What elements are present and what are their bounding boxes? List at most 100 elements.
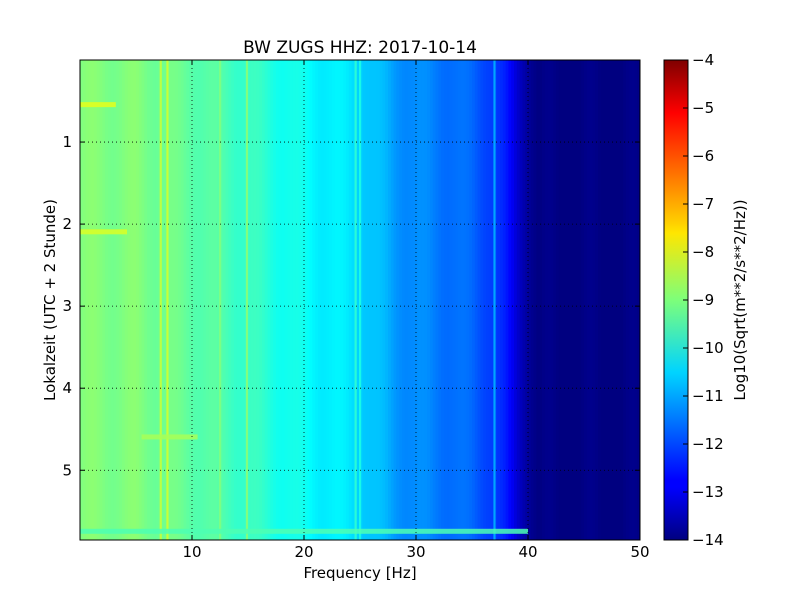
spectrum-band bbox=[217, 60, 221, 540]
spectrum-band bbox=[399, 60, 403, 540]
spectrum-band bbox=[362, 60, 367, 540]
spectrum-band bbox=[371, 60, 375, 540]
spectrum-band bbox=[536, 60, 540, 540]
spectrum-band bbox=[144, 60, 148, 540]
spectrum-band bbox=[626, 60, 630, 540]
spectrum-band bbox=[542, 60, 546, 540]
spectrum-band bbox=[248, 60, 252, 540]
spectrum-band bbox=[175, 60, 179, 540]
spectrum-band bbox=[620, 60, 624, 540]
spectrum-band bbox=[623, 60, 627, 540]
spectrum-band bbox=[486, 60, 490, 540]
spectrum-band bbox=[376, 60, 381, 540]
spectrum-band bbox=[404, 60, 409, 540]
spectrum-band bbox=[598, 60, 602, 540]
spectrum-band bbox=[222, 60, 227, 540]
spectrum-band bbox=[550, 60, 554, 540]
spectrum-band bbox=[463, 60, 467, 540]
spectrum-band bbox=[500, 60, 504, 540]
spectrum-band bbox=[357, 60, 361, 540]
spectrum-band bbox=[360, 60, 364, 540]
spectrum-band bbox=[511, 60, 515, 540]
spectrum-band bbox=[189, 60, 193, 540]
spectrum-band bbox=[441, 60, 445, 540]
spectrum-band bbox=[147, 60, 151, 540]
spectrum-band bbox=[309, 60, 313, 540]
spectrum-band bbox=[276, 60, 280, 540]
spectrum-band bbox=[236, 60, 241, 540]
y-tick-label: 1 bbox=[62, 133, 72, 151]
spectrum-band bbox=[320, 60, 325, 540]
spectrum-band bbox=[528, 60, 532, 540]
spectrum-band bbox=[340, 60, 344, 540]
spectrum-band bbox=[326, 60, 330, 540]
spectrum-band bbox=[634, 60, 638, 540]
spectrum-band bbox=[88, 60, 92, 540]
x-axis-label: Frequency [Hz] bbox=[303, 564, 416, 582]
spectrum-band bbox=[262, 60, 266, 540]
spectrum-band bbox=[164, 60, 168, 540]
spectrum-band bbox=[418, 60, 423, 540]
spectrum-band bbox=[505, 60, 509, 540]
spectral-line bbox=[166, 60, 169, 540]
spectrum-band bbox=[539, 60, 543, 540]
spectrum-band bbox=[449, 60, 453, 540]
spectrum-band bbox=[270, 60, 274, 540]
spectral-line bbox=[159, 60, 162, 540]
spectrum-band bbox=[318, 60, 322, 540]
spectrum-band bbox=[516, 60, 521, 540]
spectrum-band bbox=[292, 60, 297, 540]
spectrum-band bbox=[278, 60, 283, 540]
spectrum-band bbox=[567, 60, 571, 540]
spectrum-band bbox=[374, 60, 378, 540]
spectrum-band bbox=[444, 60, 448, 540]
grid-lines bbox=[80, 60, 640, 540]
spectrum-band bbox=[99, 60, 103, 540]
spectrum-band bbox=[273, 60, 277, 540]
spectrum-band bbox=[544, 60, 549, 540]
spectrum-band bbox=[253, 60, 257, 540]
y-tick-label: 3 bbox=[62, 297, 72, 315]
spectrum-band bbox=[385, 60, 389, 540]
spectrum-band bbox=[169, 60, 173, 540]
x-tick-label: 50 bbox=[630, 543, 649, 561]
spectrum-band bbox=[617, 60, 621, 540]
spectrum-band bbox=[592, 60, 596, 540]
spectrum-band bbox=[368, 60, 372, 540]
spectrum-band bbox=[455, 60, 459, 540]
colorbar-tick-label: −10 bbox=[692, 339, 724, 357]
spectrum-band bbox=[298, 60, 302, 540]
spectrum-band bbox=[332, 60, 336, 540]
spectrum-band bbox=[130, 60, 134, 540]
spectrum-band bbox=[472, 60, 476, 540]
spectrum-band bbox=[519, 60, 523, 540]
spectral-line bbox=[219, 60, 222, 540]
y-tick-label: 5 bbox=[62, 461, 72, 479]
x-axis: 10 20 30 40 50 bbox=[182, 60, 650, 561]
transient-event bbox=[141, 434, 198, 440]
y-axis-label: Lokalzeit (UTC + 2 Stunde) bbox=[41, 199, 59, 401]
spectrum-band bbox=[533, 60, 537, 540]
chart-title: BW ZUGS HHZ: 2017-10-14 bbox=[243, 38, 477, 58]
spectrum-band bbox=[595, 60, 599, 540]
spectrum-band bbox=[430, 60, 434, 540]
spectrum-band bbox=[494, 60, 498, 540]
spectrum-band bbox=[424, 60, 428, 540]
spectrum-band bbox=[402, 60, 406, 540]
spectrum-band bbox=[337, 60, 341, 540]
y-tick-label: 2 bbox=[62, 215, 72, 233]
spectrum-band bbox=[558, 60, 563, 540]
transient-event bbox=[80, 229, 128, 235]
spectrum-band bbox=[396, 60, 400, 540]
spectrum-band bbox=[203, 60, 207, 540]
spectrum-band bbox=[606, 60, 610, 540]
spectrum-band bbox=[553, 60, 557, 540]
spectrum-band bbox=[460, 60, 465, 540]
spectrum-band bbox=[491, 60, 495, 540]
spectrum-band bbox=[312, 60, 316, 540]
spectrum-band bbox=[110, 60, 115, 540]
spectrum-band bbox=[458, 60, 462, 540]
spectrum-band bbox=[220, 60, 224, 540]
x-tick-label: 10 bbox=[182, 543, 201, 561]
spectrum-band bbox=[522, 60, 526, 540]
